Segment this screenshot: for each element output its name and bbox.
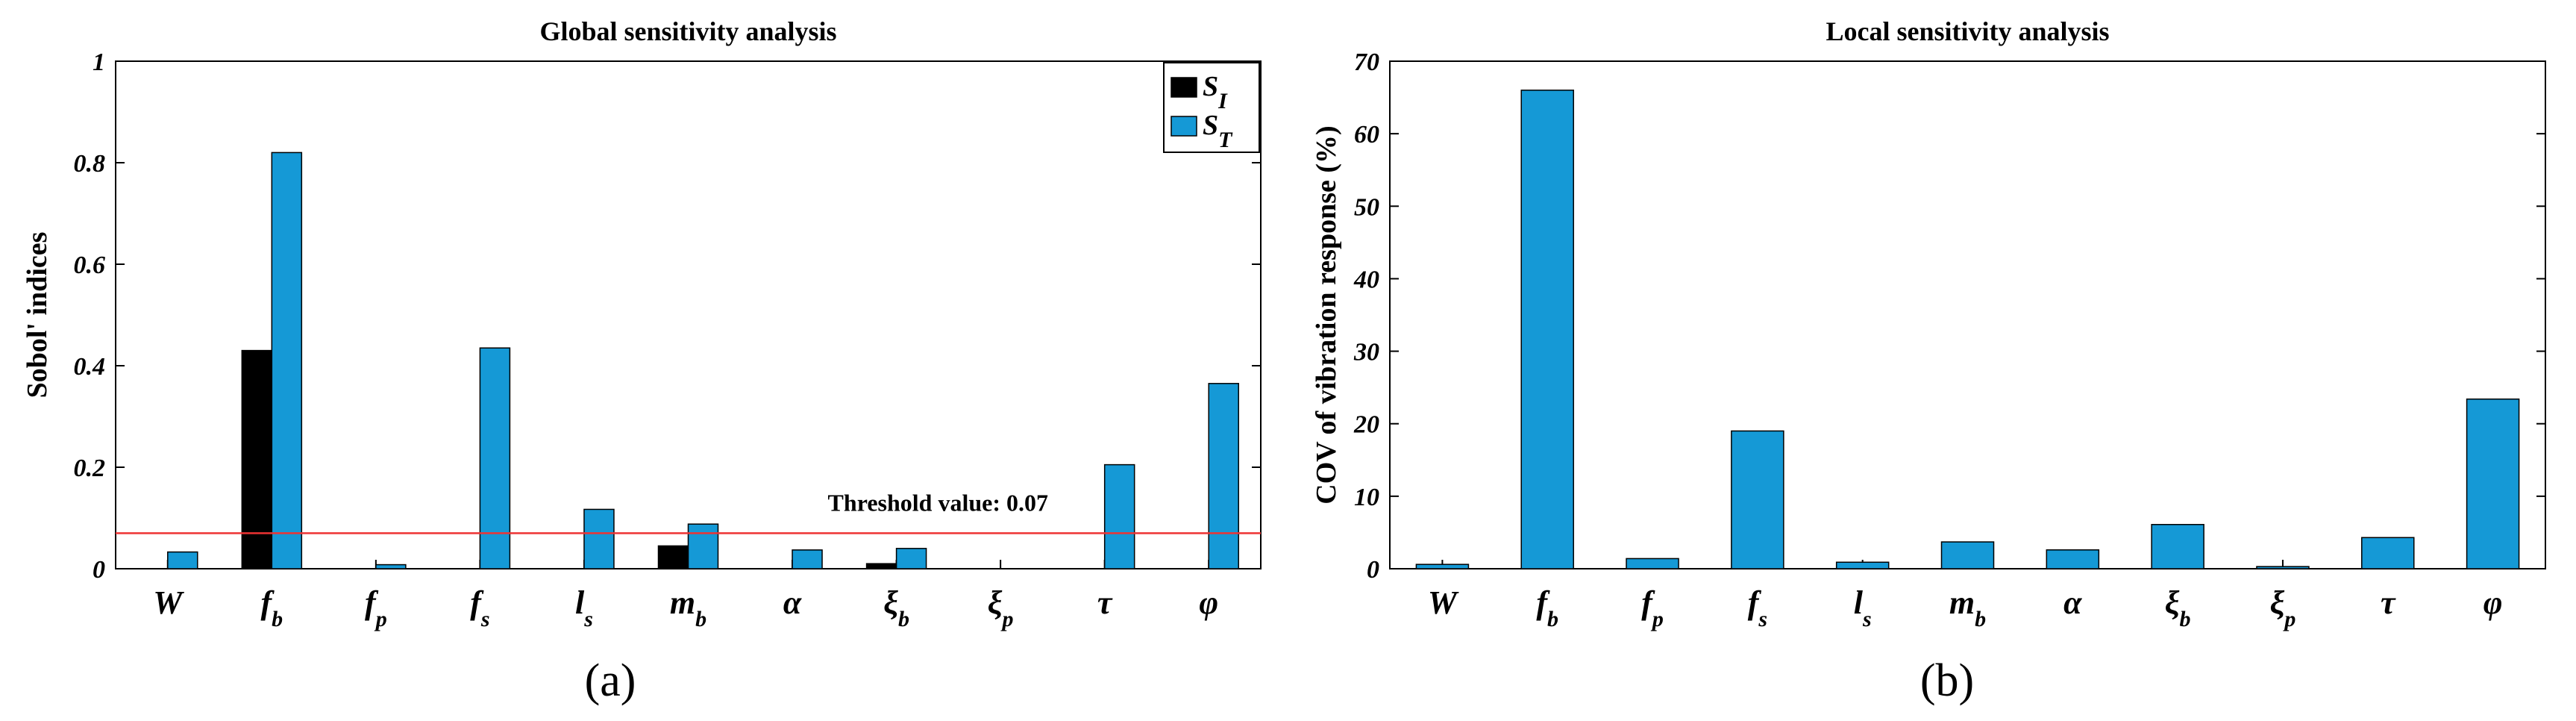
chart-title: Global sensitivity analysis: [539, 16, 836, 46]
bar: [2151, 523, 2204, 569]
y-axis-label: COV of vibration response (%): [1311, 125, 1342, 504]
bar: [895, 548, 927, 569]
x-tick-label: mb: [1949, 584, 1986, 631]
bar: [1835, 561, 1890, 569]
x-tick-label: τ: [1097, 584, 1113, 621]
chart-global-sensitivity: 0 0.2 0.4 0.6 0.8 1 W fb fp fs ls mb α ξb ξp τ φ Global s…: [22, 16, 1262, 706]
threshold-label: Threshold value: 0.07: [828, 489, 1048, 516]
bar: [1626, 558, 1679, 569]
bar: [1940, 541, 1995, 569]
bar: [1415, 564, 1470, 569]
x-tick-label: fs: [1748, 584, 1767, 631]
y-tick-label: 40: [1353, 266, 1379, 293]
y-tick-label: 30: [1353, 339, 1379, 366]
x-tick-label: α: [2063, 584, 2082, 621]
x-tick-label: fp: [1641, 584, 1664, 631]
x-tick-label: ξp: [988, 584, 1014, 631]
y-tick-label: 60: [1354, 121, 1379, 149]
bar: [2466, 398, 2520, 569]
y-tick-label: 0.8: [74, 150, 106, 178]
bar: [2361, 537, 2415, 569]
panel-label: (a): [585, 655, 636, 706]
y-axis-label: Sobol' indices: [22, 232, 53, 399]
y-tick-label: 1: [93, 49, 105, 76]
y-tick-label: 0: [1367, 556, 1379, 584]
x-tick-label: fs: [470, 584, 489, 631]
x-tick-label: τ: [2381, 584, 2396, 621]
legend-swatch: [1171, 116, 1197, 137]
x-tick-label: φ: [1199, 584, 1218, 621]
bar: [1208, 383, 1239, 569]
y-tick-label: 0.2: [74, 455, 106, 482]
bar: [1520, 90, 1574, 569]
legend-label: ST: [1203, 110, 1233, 152]
bar: [271, 152, 303, 569]
x-tick-label: ξb: [2165, 584, 2191, 631]
x-tick-label: mb: [670, 584, 706, 631]
bar: [583, 508, 615, 569]
x-tick-label: α: [783, 584, 802, 621]
y-tick-label: 50: [1354, 193, 1379, 221]
x-tick-label: fb: [260, 584, 283, 631]
chart-local-sensitivity: 0 10 20 30 40 50 60 70 W fb fp fs ls mb α ξb ξp τ φ Local s…: [1311, 16, 2546, 706]
bar: [241, 349, 273, 569]
x-tick-label: ξp: [2270, 584, 2296, 631]
x-tick-label: ls: [575, 584, 593, 631]
y-tick-label: 10: [1354, 484, 1379, 511]
y-tick-label: 70: [1354, 49, 1379, 76]
bar: [657, 545, 689, 569]
chart-title: Local sensitivity analysis: [1826, 16, 2109, 46]
bar: [479, 347, 511, 569]
y-tick-label: 0.6: [74, 252, 106, 279]
x-tick-label: W: [153, 584, 184, 621]
legend-label: SI: [1203, 71, 1228, 113]
bar: [1103, 464, 1135, 569]
y-tick-label: 20: [1353, 411, 1379, 439]
legend-swatch: [1171, 77, 1197, 98]
bar: [792, 549, 823, 569]
x-tick-label: φ: [2483, 584, 2503, 621]
bar: [2046, 549, 2100, 569]
x-tick-label: fb: [1536, 584, 1558, 631]
bar: [865, 563, 897, 569]
y-tick-label: 0.4: [74, 353, 106, 381]
bar: [375, 564, 407, 569]
panel-label: (b): [1920, 655, 1974, 706]
bar: [2256, 566, 2310, 569]
bar: [167, 551, 198, 569]
x-tick-label: W: [1428, 584, 1459, 621]
y-tick-label: 0: [93, 556, 105, 584]
x-tick-label: ξb: [883, 584, 909, 631]
x-tick-label: ls: [1854, 584, 1872, 631]
x-tick-label: fp: [365, 584, 387, 631]
bar: [687, 523, 719, 569]
bar: [1731, 430, 1784, 569]
